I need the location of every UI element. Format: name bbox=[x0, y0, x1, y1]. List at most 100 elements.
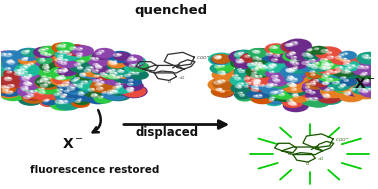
Circle shape bbox=[23, 57, 29, 60]
Circle shape bbox=[280, 41, 304, 53]
Circle shape bbox=[57, 93, 59, 94]
Circle shape bbox=[53, 53, 73, 63]
Circle shape bbox=[95, 65, 103, 69]
Circle shape bbox=[81, 83, 83, 84]
Circle shape bbox=[361, 54, 370, 58]
Circle shape bbox=[306, 53, 312, 56]
Circle shape bbox=[348, 67, 351, 68]
Circle shape bbox=[112, 67, 132, 77]
Circle shape bbox=[323, 61, 344, 72]
Circle shape bbox=[335, 52, 353, 61]
Circle shape bbox=[310, 83, 316, 86]
Circle shape bbox=[117, 75, 124, 78]
Circle shape bbox=[306, 64, 312, 67]
Circle shape bbox=[304, 56, 327, 69]
Circle shape bbox=[0, 54, 6, 66]
Circle shape bbox=[0, 84, 22, 97]
Circle shape bbox=[269, 84, 273, 86]
Circle shape bbox=[291, 94, 297, 96]
Circle shape bbox=[246, 83, 271, 95]
Circle shape bbox=[277, 79, 280, 81]
Circle shape bbox=[251, 50, 258, 53]
Circle shape bbox=[1, 75, 19, 84]
Circle shape bbox=[334, 84, 353, 94]
Circle shape bbox=[265, 69, 284, 78]
Circle shape bbox=[119, 85, 122, 86]
Circle shape bbox=[60, 88, 79, 98]
Circle shape bbox=[313, 81, 316, 82]
Circle shape bbox=[362, 66, 369, 69]
Circle shape bbox=[46, 67, 49, 68]
Circle shape bbox=[316, 62, 319, 64]
Circle shape bbox=[308, 64, 316, 67]
Circle shape bbox=[60, 100, 68, 104]
Circle shape bbox=[251, 64, 268, 73]
Circle shape bbox=[290, 76, 293, 77]
Circle shape bbox=[22, 88, 29, 91]
Circle shape bbox=[250, 92, 275, 104]
Circle shape bbox=[358, 88, 366, 92]
Circle shape bbox=[59, 100, 62, 102]
Circle shape bbox=[361, 72, 368, 75]
Circle shape bbox=[99, 72, 106, 75]
Circle shape bbox=[330, 53, 353, 65]
Circle shape bbox=[215, 88, 223, 91]
Circle shape bbox=[255, 88, 259, 90]
Circle shape bbox=[86, 55, 104, 64]
Circle shape bbox=[238, 77, 240, 79]
Circle shape bbox=[129, 70, 149, 80]
Circle shape bbox=[293, 94, 299, 98]
Circle shape bbox=[257, 82, 260, 84]
Circle shape bbox=[305, 79, 326, 90]
Circle shape bbox=[290, 84, 297, 88]
Circle shape bbox=[116, 86, 119, 88]
Circle shape bbox=[248, 80, 273, 92]
Circle shape bbox=[2, 89, 9, 93]
Circle shape bbox=[26, 77, 29, 79]
Circle shape bbox=[78, 100, 81, 101]
Circle shape bbox=[61, 77, 64, 78]
Circle shape bbox=[108, 51, 132, 63]
Circle shape bbox=[265, 88, 290, 101]
Circle shape bbox=[341, 54, 344, 55]
Circle shape bbox=[40, 65, 57, 74]
Circle shape bbox=[321, 49, 329, 53]
Circle shape bbox=[284, 75, 311, 89]
Circle shape bbox=[294, 88, 297, 89]
Circle shape bbox=[46, 66, 49, 67]
Circle shape bbox=[290, 77, 295, 80]
Circle shape bbox=[270, 91, 278, 95]
Circle shape bbox=[98, 64, 100, 66]
Circle shape bbox=[0, 88, 26, 101]
Circle shape bbox=[268, 99, 274, 102]
Circle shape bbox=[263, 61, 287, 73]
Circle shape bbox=[56, 44, 74, 53]
Circle shape bbox=[216, 70, 236, 81]
Circle shape bbox=[85, 81, 88, 82]
Circle shape bbox=[89, 61, 107, 71]
Circle shape bbox=[128, 74, 130, 75]
Circle shape bbox=[55, 68, 76, 79]
Circle shape bbox=[102, 90, 123, 100]
Circle shape bbox=[102, 71, 130, 86]
Circle shape bbox=[25, 71, 28, 72]
Circle shape bbox=[101, 87, 129, 101]
Circle shape bbox=[0, 72, 2, 81]
Circle shape bbox=[317, 73, 339, 84]
Circle shape bbox=[257, 79, 260, 81]
Circle shape bbox=[91, 94, 99, 98]
Circle shape bbox=[305, 89, 326, 100]
Circle shape bbox=[26, 90, 34, 94]
Circle shape bbox=[107, 58, 127, 68]
Circle shape bbox=[296, 62, 299, 64]
Circle shape bbox=[318, 92, 343, 105]
Circle shape bbox=[324, 67, 326, 68]
Circle shape bbox=[296, 94, 298, 95]
Circle shape bbox=[362, 55, 378, 64]
Circle shape bbox=[215, 56, 222, 59]
Circle shape bbox=[74, 97, 90, 105]
Circle shape bbox=[64, 94, 67, 95]
Circle shape bbox=[303, 52, 320, 61]
Circle shape bbox=[310, 73, 316, 76]
Circle shape bbox=[294, 85, 296, 86]
